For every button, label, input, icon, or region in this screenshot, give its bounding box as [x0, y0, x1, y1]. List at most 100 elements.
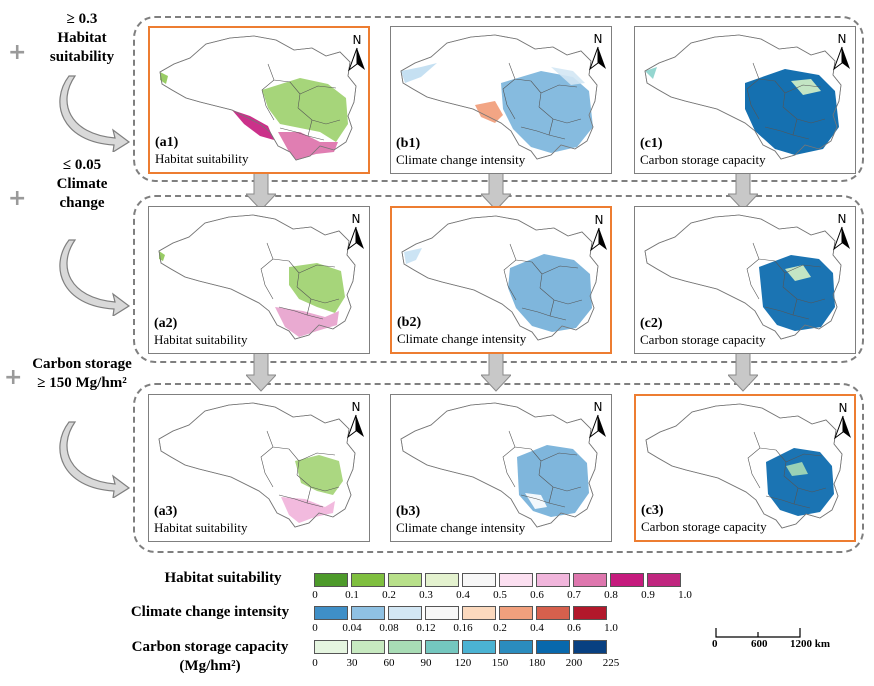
panel-title: Habitat suitability — [155, 151, 249, 166]
map-panel-b2: N (b2) Climate change intensity — [390, 206, 612, 354]
legend-habitat-tick: 0.4 — [456, 589, 470, 601]
legend-habitat-swatch — [610, 573, 644, 587]
legend-climate-tick: 0 — [312, 622, 318, 634]
panel-id-label: (b3) — [396, 504, 421, 519]
legend-climate-swatch — [388, 606, 422, 620]
plus-icon-1: + — [8, 40, 27, 65]
region-map: N — [158, 400, 364, 528]
region-map: N — [644, 212, 850, 340]
panel-id-label: (c2) — [640, 316, 663, 331]
legend-climate-swatch — [573, 606, 607, 620]
panel-title: Carbon storage capacity — [640, 152, 766, 167]
legend-climate-swatch — [314, 606, 348, 620]
legend-carbon-tick: 90 — [420, 657, 432, 669]
legend-carbon-title-line2: (Mg/hm²) — [179, 658, 241, 674]
legend-carbon-tick: 225 — [602, 657, 620, 669]
north-arrow-icon: N — [588, 400, 606, 439]
legend-carbon-tick: 60 — [383, 657, 395, 669]
panel-title: Climate change intensity — [396, 152, 526, 167]
legend-carbon-swatch — [462, 640, 496, 654]
legend-habitat-swatch — [462, 573, 496, 587]
curved-arrow-icon-2 — [59, 239, 131, 316]
scale-bar — [715, 628, 801, 638]
filter-habitat-label: ≥ 0.3 Habitat suitability — [32, 10, 132, 67]
legend-carbon-title-line1: Carbon storage capacity — [131, 639, 289, 655]
legend-climate-swatch — [462, 606, 496, 620]
down-arrow-icon-b23 — [481, 353, 511, 392]
legend-carbon-tick: 30 — [346, 657, 358, 669]
legend-habitat-swatch — [388, 573, 422, 587]
panel-title: Habitat suitability — [154, 520, 248, 535]
legend-climate-tick: 0.16 — [453, 622, 473, 634]
panel-title: Carbon storage capacity — [641, 519, 767, 534]
map-panel-c3: N (c3) Carbon storage capacity — [634, 394, 856, 542]
filter-climate-label: ≤ 0.05 Climate change — [32, 156, 132, 213]
scale-tick-0: 0 — [712, 638, 718, 650]
legend-carbon-swatches — [314, 640, 607, 654]
panel-id-label: (a1) — [155, 135, 179, 150]
map-panel-b1: N (b1) Climate change intensity — [390, 26, 612, 174]
svg-text:N: N — [353, 33, 362, 47]
map-panel-a3: N (a3) Habitat suitability — [148, 394, 370, 542]
legend-habitat-tick: 0 — [312, 589, 318, 601]
legend-climate-title: Climate change intensity — [130, 604, 290, 620]
north-arrow-icon: N — [832, 32, 850, 71]
legend-habitat-tick: 0.8 — [604, 589, 618, 601]
legend-habitat-swatch — [647, 573, 681, 587]
legend-climate-tick: 0.2 — [493, 622, 507, 634]
map-panel-b3: N (b3) Climate change intensity — [390, 394, 612, 542]
legend-habitat-swatch — [573, 573, 607, 587]
svg-text:N: N — [595, 213, 604, 227]
legend-climate-swatch — [499, 606, 533, 620]
map-panel-c2: N (c2) Carbon storage capacity — [634, 206, 856, 354]
filter-habitat-line1: ≥ 0.3 — [66, 11, 98, 27]
panel-id-label: (b2) — [397, 315, 422, 330]
legend-climate-swatches — [314, 606, 607, 620]
panel-title: Habitat suitability — [154, 332, 248, 347]
down-arrow-icon-a12 — [246, 172, 276, 211]
scale-tick-600: 600 — [751, 638, 768, 650]
svg-text:N: N — [838, 32, 847, 46]
legend-habitat-tick: 0.6 — [530, 589, 544, 601]
north-arrow-icon: N — [346, 400, 364, 439]
filter-carbon-line2: ≥ 150 Mg/hm² — [37, 375, 127, 391]
region-map: N — [158, 212, 364, 340]
legend-habitat-swatch — [499, 573, 533, 587]
legend-climate-swatch — [425, 606, 459, 620]
plus-icon-2: + — [8, 186, 27, 211]
north-arrow-icon: N — [588, 32, 606, 71]
legend-carbon-swatch — [573, 640, 607, 654]
north-arrow-icon: N — [832, 212, 850, 251]
legend-carbon-swatch — [499, 640, 533, 654]
legend-climate-tick: 1.0 — [604, 622, 618, 634]
legend-climate-swatch — [536, 606, 570, 620]
legend-climate-tick: 0.12 — [416, 622, 436, 634]
north-arrow-icon: N — [346, 212, 364, 251]
map-panel-c1: N (c1) Carbon storage capacity — [634, 26, 856, 174]
legend-climate-tick: 0.04 — [342, 622, 362, 634]
panel-id-label: (c1) — [640, 136, 663, 151]
legend-carbon-swatch — [351, 640, 385, 654]
legend-carbon-tick: 0 — [312, 657, 318, 669]
filter-climate-line2: Climate — [56, 176, 108, 192]
legend-habitat-swatches — [314, 573, 681, 587]
region-map: N — [159, 33, 365, 161]
legend-habitat-tick: 0.5 — [493, 589, 507, 601]
panel-id-label: (a3) — [154, 504, 178, 519]
panel-title: Climate change intensity — [397, 331, 527, 346]
legend-habitat-tick: 0.2 — [382, 589, 396, 601]
svg-text:N: N — [594, 32, 603, 46]
legend-habitat-swatch — [425, 573, 459, 587]
svg-text:N: N — [594, 400, 603, 414]
down-arrow-icon-c12 — [728, 172, 758, 211]
filter-habitat-line2: Habitat — [57, 30, 107, 46]
down-arrow-icon-c23 — [728, 353, 758, 392]
north-arrow-icon: N — [833, 401, 851, 440]
legend-carbon-swatch — [536, 640, 570, 654]
region-map: N — [645, 401, 851, 529]
legend-climate-tick: 0.4 — [530, 622, 544, 634]
legend-habitat-tick: 0.3 — [419, 589, 433, 601]
legend-habitat-title: Habitat suitability — [164, 570, 282, 586]
legend-carbon-tick: 150 — [491, 657, 509, 669]
curved-arrow-icon-3 — [59, 421, 131, 498]
